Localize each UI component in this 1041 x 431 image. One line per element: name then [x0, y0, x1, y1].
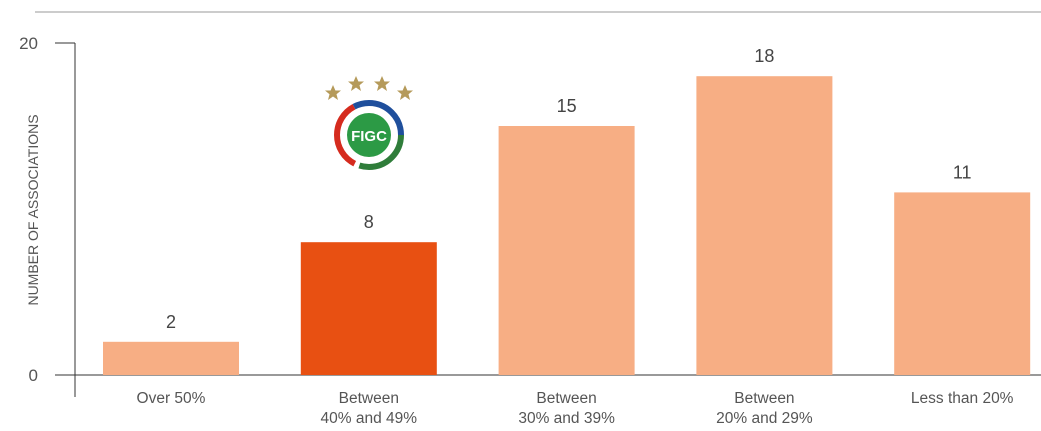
bar [894, 192, 1031, 375]
logo-text: FIGC [351, 128, 387, 145]
logo-stars [325, 76, 413, 100]
logo-ring [334, 100, 404, 170]
y-tick-label: 0 [29, 366, 38, 385]
x-tick-label: Between 20% and 29% [716, 390, 813, 427]
value-label: 11 [953, 162, 972, 182]
bar [103, 341, 239, 375]
bar [498, 126, 635, 375]
logo-ring [334, 100, 404, 170]
value-label: 8 [364, 212, 374, 232]
y-tick-label: 20 [19, 34, 38, 53]
x-tick-label: Over 50% [137, 390, 206, 407]
bar [696, 76, 833, 375]
value-label: 18 [754, 46, 774, 66]
x-tick-label: Less than 20% [911, 390, 1014, 407]
x-tick-label: Between 40% and 49% [321, 390, 418, 427]
value-label: 2 [166, 312, 176, 332]
x-tick-label: Between 30% and 39% [518, 390, 615, 427]
y-axis-label: NUMBER OF ASSOCIATIONS [25, 114, 41, 305]
logo-core [347, 113, 391, 157]
logo: FIGC [325, 76, 413, 170]
bar [300, 242, 437, 375]
value-label: 15 [557, 96, 577, 116]
